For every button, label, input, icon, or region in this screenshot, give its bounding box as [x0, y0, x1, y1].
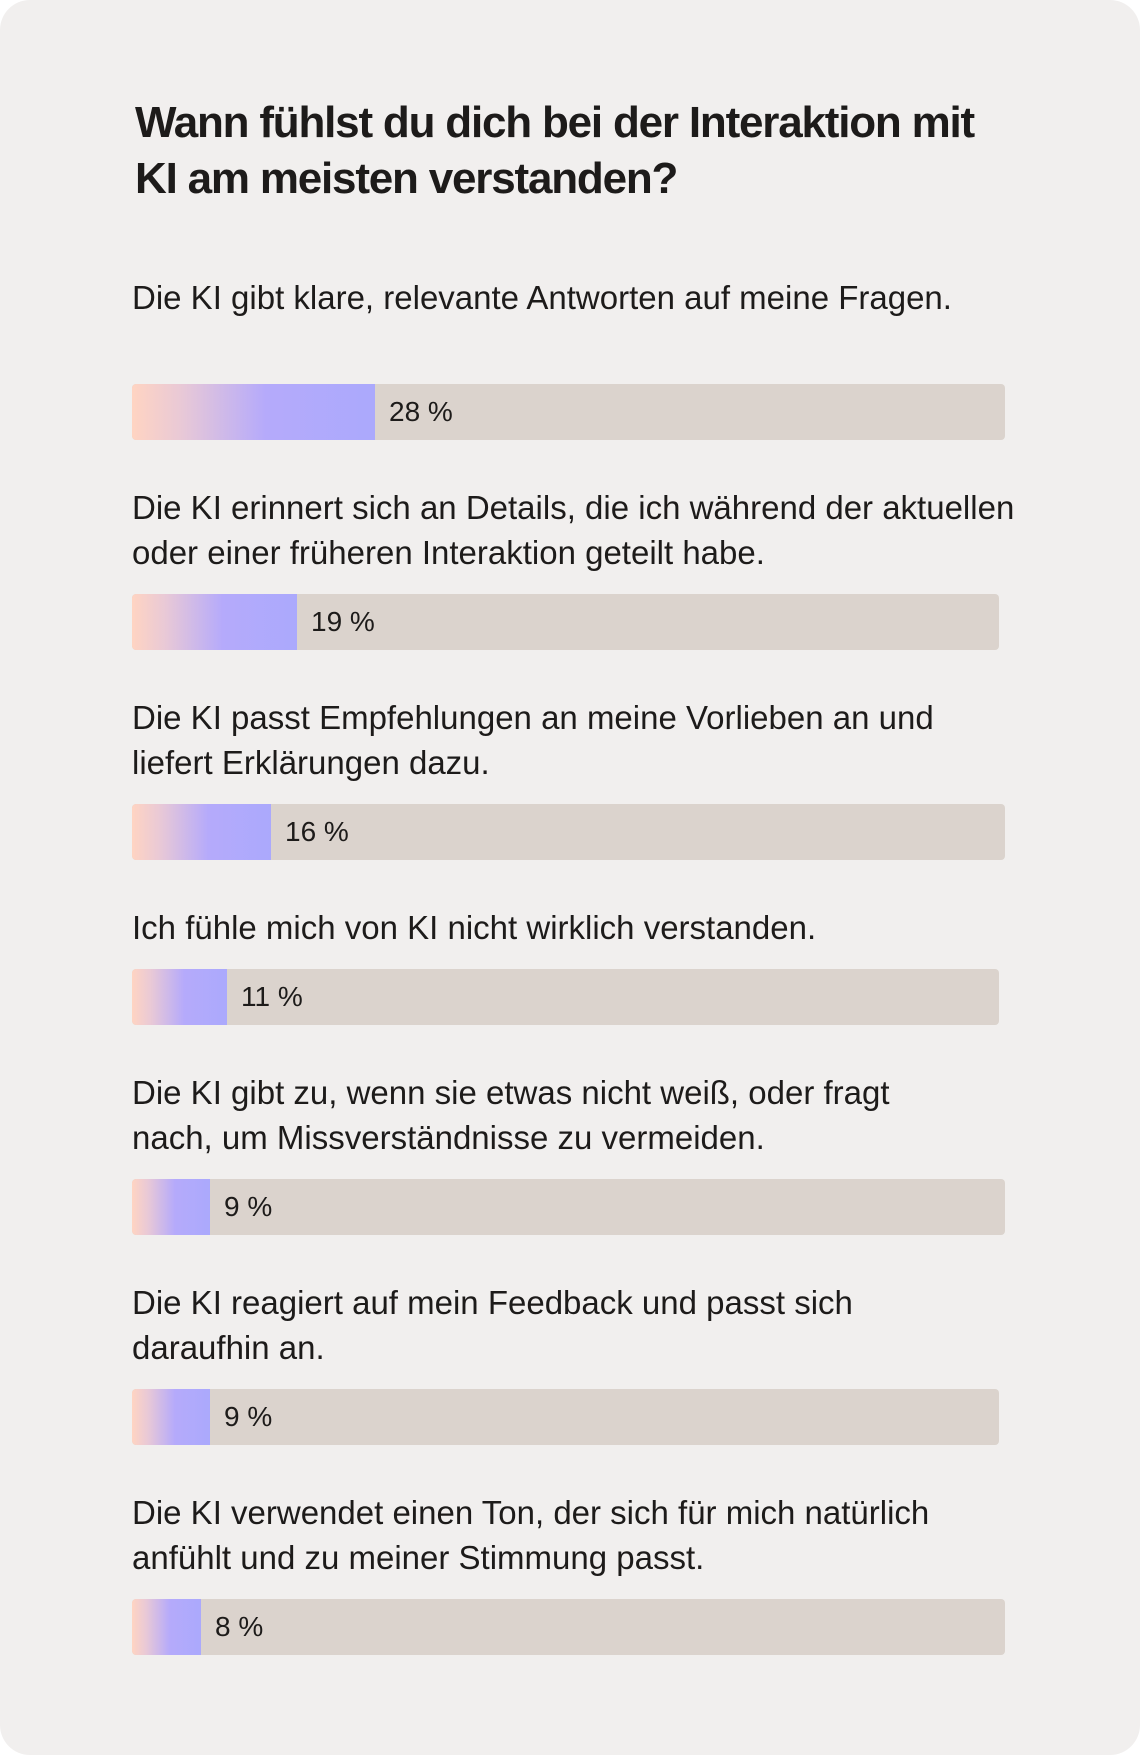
bar-item: Die KI verwendet einen Ton, der sich für… [132, 1490, 1032, 1655]
bar-value-label: 28 % [389, 396, 453, 427]
bar-value-label: 8 % [215, 1611, 264, 1642]
bar-fill [132, 1599, 201, 1655]
bar-track: 9 % [132, 1179, 1005, 1235]
bar-category-label: Die KI erinnert sich an Details, die ich… [132, 489, 1015, 571]
bar-value-label: 16 % [285, 816, 349, 847]
bar-value-label: 11 % [241, 981, 303, 1012]
bar-category-label: Ich fühle mich von KI nicht wirklich ver… [132, 909, 817, 946]
bar-item: Die KI erinnert sich an Details, die ich… [132, 485, 1032, 650]
bar-fill [132, 594, 297, 650]
bar-track: 8 % [132, 1599, 1005, 1655]
bar-track: 28 % [132, 384, 1005, 440]
bar-item: Die KI gibt klare, relevante Antworten a… [132, 275, 1032, 440]
bar-track: 19 % [132, 594, 999, 650]
bar-value-label: 9 % [224, 1401, 273, 1432]
bar-value-label: 9 % [224, 1191, 273, 1222]
bar-value-label: 19 % [311, 606, 375, 637]
bar-track: 16 % [132, 804, 1005, 860]
bar-category-label: Die KI reagiert auf mein Feedback und pa… [132, 1284, 853, 1366]
chart-title: Wann fühlst du dich bei der Interaktion … [135, 98, 975, 203]
bar-track: 11 % [132, 969, 999, 1025]
bar-fill [132, 804, 271, 860]
bar-category-label: Die KI passt Empfehlungen an meine Vorli… [132, 699, 934, 781]
bar-item: Die KI passt Empfehlungen an meine Vorli… [132, 695, 1032, 860]
bar-fill [132, 969, 227, 1025]
bar-category-label: Die KI gibt klare, relevante Antworten a… [132, 279, 952, 316]
bar-item: Die KI reagiert auf mein Feedback und pa… [132, 1280, 1032, 1445]
bar-item: Ich fühle mich von KI nicht wirklich ver… [132, 905, 1032, 1025]
bar-fill [132, 1179, 210, 1235]
bar-fill [132, 1389, 210, 1445]
bar-fill [132, 384, 375, 440]
bar-category-label: Die KI verwendet einen Ton, der sich für… [132, 1494, 930, 1576]
bar-category-label: Die KI gibt zu, wenn sie etwas nicht wei… [132, 1074, 890, 1156]
bar-item: Die KI gibt zu, wenn sie etwas nicht wei… [132, 1070, 1032, 1235]
bar-track: 9 % [132, 1389, 999, 1445]
